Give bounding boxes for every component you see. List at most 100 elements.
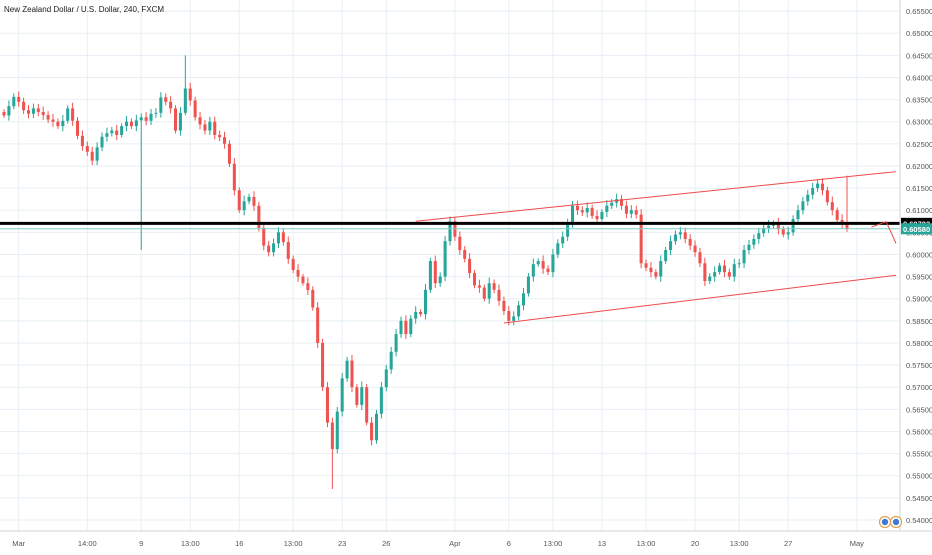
candle xyxy=(639,209,643,269)
candle xyxy=(384,364,388,392)
candle-body xyxy=(296,269,300,277)
candle-body xyxy=(757,233,761,239)
channel-lower-line xyxy=(503,274,897,324)
candle xyxy=(174,105,178,134)
candle-body xyxy=(713,272,717,277)
y-tick-label: 0.58500 xyxy=(906,317,932,326)
candle-body xyxy=(600,211,604,220)
candle-body xyxy=(521,293,526,306)
candle xyxy=(521,287,526,311)
y-tick-label: 0.57500 xyxy=(906,361,932,370)
candle xyxy=(698,248,702,268)
candle-body xyxy=(193,100,197,118)
x-tick-label: 26 xyxy=(382,539,390,548)
candle xyxy=(355,384,359,408)
candle xyxy=(399,316,403,338)
candle-body xyxy=(218,134,222,138)
candle-body xyxy=(125,121,129,127)
candle-body xyxy=(409,318,413,335)
candle xyxy=(517,300,521,321)
candle-body xyxy=(227,143,231,164)
x-tick-label: 13:00 xyxy=(544,539,563,548)
candle-body xyxy=(267,245,271,253)
candle xyxy=(365,384,369,426)
candle xyxy=(443,236,447,282)
candle xyxy=(208,116,212,136)
candle-body xyxy=(154,112,158,114)
candle xyxy=(605,200,609,218)
candle xyxy=(585,202,589,218)
candle xyxy=(634,205,638,219)
time-axis[interactable]: Mar 14:00 9 13:00 16 13:00 23 26 Apr 6 13:00 13 13:0… xyxy=(12,539,864,548)
candle xyxy=(487,277,491,304)
candle-body xyxy=(727,272,731,277)
candle-body xyxy=(105,133,109,137)
timezone-flag-icon[interactable] xyxy=(878,515,903,529)
candle xyxy=(120,123,124,138)
y-tick-label: 0.61500 xyxy=(906,184,932,193)
candle-body xyxy=(571,205,575,224)
candle-body xyxy=(590,207,594,216)
candle-body xyxy=(825,190,829,203)
x-tick-label: 13 xyxy=(598,539,606,548)
candle-body xyxy=(188,88,192,101)
candle xyxy=(448,216,452,246)
candle-body xyxy=(477,285,481,288)
candle-body xyxy=(301,276,305,284)
projection-path xyxy=(871,221,897,244)
candle-body xyxy=(806,194,810,202)
candle-body xyxy=(639,214,643,264)
candle-body xyxy=(100,136,104,148)
candle-body xyxy=(281,232,285,243)
chart-title: New Zealand Dollar / U.S. Dollar, 240, F… xyxy=(4,5,165,14)
candle xyxy=(575,200,579,215)
candle-body xyxy=(394,334,398,352)
candle-body xyxy=(472,273,477,286)
candle xyxy=(556,239,560,259)
candle xyxy=(620,194,624,210)
candle xyxy=(561,231,565,249)
channel-upper-line xyxy=(415,171,897,222)
candle-body xyxy=(120,126,124,135)
candle xyxy=(291,255,295,273)
price-axis[interactable]: 0.65500 0.65000 0.64500 0.64000 0.63500 0.630… xyxy=(901,7,932,525)
candle-body xyxy=(443,241,447,277)
candle-body xyxy=(232,163,236,191)
candle-body xyxy=(659,261,663,277)
candle xyxy=(423,284,428,320)
candle-body xyxy=(526,276,530,294)
candle-body xyxy=(463,250,467,259)
candle xyxy=(497,284,501,306)
candle xyxy=(169,96,173,114)
y-tick-label: 0.59500 xyxy=(906,273,932,282)
candle xyxy=(374,409,379,444)
candle-body xyxy=(541,261,545,269)
candle-body xyxy=(830,202,834,211)
candle-body xyxy=(438,276,442,284)
candle-body xyxy=(139,117,143,121)
candle xyxy=(345,356,349,382)
candle xyxy=(134,114,138,132)
candle xyxy=(370,416,374,446)
candle-body xyxy=(335,411,339,450)
candle-body xyxy=(404,320,408,335)
candle-body xyxy=(360,387,364,405)
candle-body xyxy=(688,238,692,246)
candle xyxy=(100,132,104,152)
x-tick-label: 14:00 xyxy=(78,539,97,548)
candle-body xyxy=(340,378,344,412)
candle xyxy=(257,201,261,232)
candle xyxy=(379,381,383,419)
candle-body xyxy=(546,268,550,273)
candle xyxy=(472,269,477,289)
candle-body xyxy=(203,124,207,131)
candle xyxy=(796,204,800,224)
candle xyxy=(708,273,712,285)
candle xyxy=(820,178,825,196)
candle xyxy=(840,214,844,229)
candle xyxy=(644,259,648,272)
candle-body xyxy=(325,387,329,423)
candle-body xyxy=(61,120,65,127)
